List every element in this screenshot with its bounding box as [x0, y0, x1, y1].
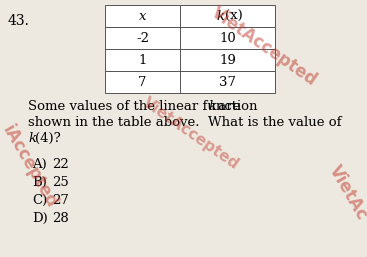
Text: VietAccepted: VietAccepted	[208, 3, 320, 89]
Text: x: x	[139, 10, 146, 23]
Text: C): C)	[32, 194, 47, 207]
Text: (x): (x)	[225, 10, 242, 23]
Bar	[180, 71, 275, 93]
Text: 43.: 43.	[8, 14, 30, 28]
Bar	[105, 5, 180, 27]
Text: A): A)	[32, 158, 47, 171]
Text: k: k	[217, 10, 225, 23]
Text: 28: 28	[52, 212, 69, 225]
Text: k: k	[208, 100, 216, 113]
Text: k: k	[28, 132, 36, 145]
Text: shown in the table above.  What is the value of: shown in the table above. What is the va…	[28, 116, 342, 129]
Text: 1: 1	[138, 53, 147, 67]
Bar	[105, 49, 180, 71]
Text: 19: 19	[219, 53, 236, 67]
Bar	[180, 49, 275, 71]
Bar	[105, 71, 180, 93]
Text: B): B)	[32, 176, 47, 189]
Text: (4)?: (4)?	[35, 132, 61, 145]
Bar	[180, 5, 275, 27]
Bar	[105, 27, 180, 49]
Text: 27: 27	[52, 194, 69, 207]
Text: 7: 7	[138, 76, 147, 88]
Text: Some values of the linear function: Some values of the linear function	[28, 100, 262, 113]
Text: 10: 10	[219, 32, 236, 44]
Bar	[180, 27, 275, 49]
Text: are: are	[214, 100, 241, 113]
Text: VietAccepted: VietAccepted	[140, 95, 242, 172]
Text: 22: 22	[52, 158, 69, 171]
Text: iAccepted: iAccepted	[0, 122, 60, 212]
Text: 37: 37	[219, 76, 236, 88]
Text: 25: 25	[52, 176, 69, 189]
Text: VietAc: VietAc	[326, 162, 367, 223]
Text: D): D)	[32, 212, 48, 225]
Text: -2: -2	[136, 32, 149, 44]
